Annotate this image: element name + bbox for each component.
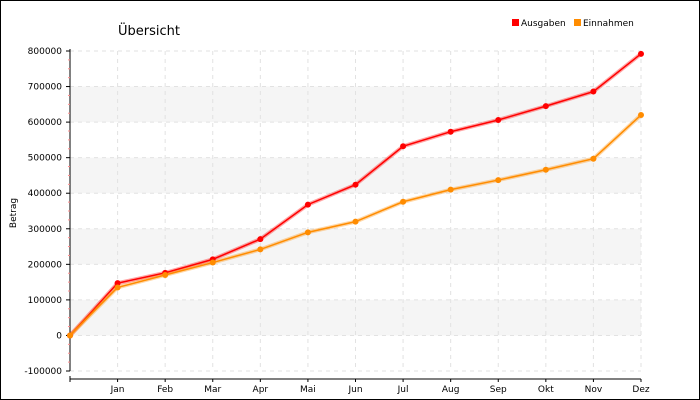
data-point [638, 50, 644, 57]
x-tick-label: Mar [204, 385, 221, 395]
x-tick-label: Mai [300, 385, 316, 395]
y-tick-label: 300000 [28, 225, 63, 235]
y-tick-label: -100000 [24, 367, 62, 377]
y-tick-label: 700000 [28, 83, 63, 93]
data-point [114, 280, 121, 287]
series-lines [67, 50, 644, 339]
data-point [542, 103, 549, 110]
x-tick-label: Sep [490, 385, 507, 395]
x-tick-label: Dez [632, 385, 649, 395]
data-point [590, 88, 597, 95]
legend: Ausgaben Einnahmen [512, 19, 634, 29]
data-point [257, 236, 264, 243]
y-tick-label: 600000 [28, 118, 63, 128]
series-einnahmen [67, 112, 644, 339]
data-point [542, 166, 549, 173]
legend-label-einnahmen: Einnahmen [583, 19, 634, 29]
data-point [162, 272, 169, 278]
legend-swatch-einnahmen [574, 19, 581, 26]
x-tick-label: Nov [585, 385, 603, 395]
axes [66, 49, 642, 382]
data-point [209, 259, 216, 266]
x-tick-label: Aug [442, 385, 460, 395]
y-tick-label: 500000 [28, 154, 63, 164]
legend-swatch-ausgaben [512, 19, 519, 26]
x-tick-label: Jul [397, 385, 409, 395]
y-tick-label: 100000 [28, 296, 63, 306]
data-point [352, 218, 359, 225]
x-tick-label: Feb [157, 385, 173, 395]
y-axis-title: Betrag [9, 198, 19, 228]
data-point [400, 143, 407, 150]
tick-labels: -100000 0 100000 200000 300000 400000 500000 60… [24, 47, 649, 395]
x-tick-label: Jun [347, 385, 362, 395]
data-point [400, 198, 407, 205]
data-point [447, 128, 454, 135]
y-tick-label: 200000 [28, 260, 63, 270]
data-point [304, 201, 311, 208]
legend-label-ausgaben: Ausgaben [521, 19, 566, 29]
y-tick-label: 400000 [28, 189, 63, 199]
x-tick-label: Apr [253, 385, 269, 395]
data-point [114, 284, 121, 291]
data-point [638, 112, 644, 118]
chart-title: Übersicht [118, 22, 180, 39]
data-point [352, 181, 359, 188]
data-point [447, 186, 454, 193]
data-point [257, 246, 264, 253]
data-point [67, 332, 73, 339]
x-tick-label: Okt [538, 385, 554, 395]
y-tick-label: 0 [56, 331, 62, 341]
x-tick-label: Jan [110, 385, 125, 395]
data-point [304, 229, 311, 236]
y-tick-label: 800000 [28, 47, 63, 57]
grid-lines [70, 50, 642, 372]
data-point [590, 155, 597, 162]
data-point [495, 177, 502, 184]
data-point [495, 116, 502, 123]
